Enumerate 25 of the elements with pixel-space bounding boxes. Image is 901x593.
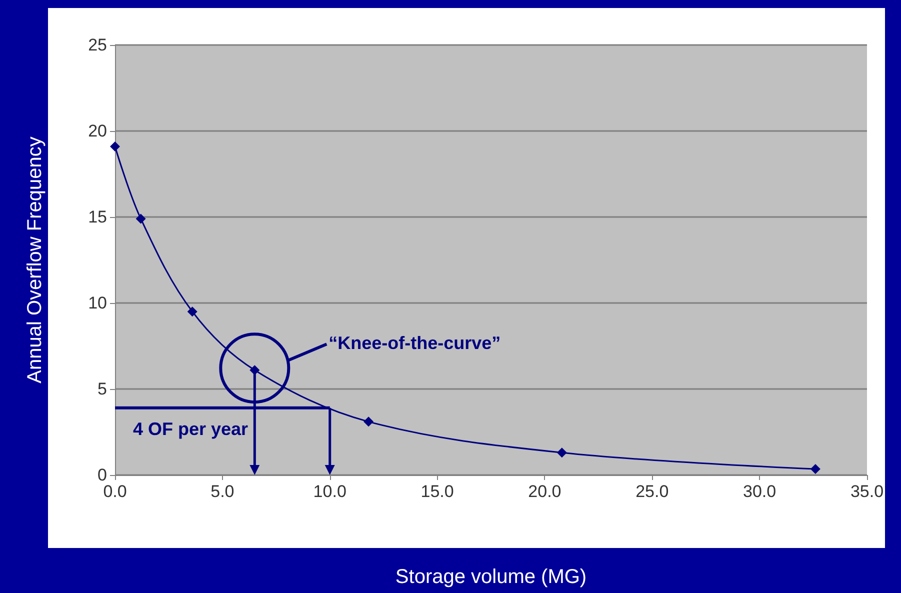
y-tick-label: 10 [88,294,107,312]
x-tick-label: 20.0 [528,482,562,501]
y-tick-label: 0 [98,466,107,484]
point [556,448,567,458]
x-tick-label: 5.0 [210,482,234,501]
x-tick-label: 30.0 [743,482,776,501]
x-tick-label: 0.0 [103,482,127,501]
y-tick-label: 15 [88,208,107,226]
point [110,141,120,152]
y-tick-label: 20 [88,122,107,140]
x-tick-label: 35.0 [850,482,884,501]
y-tick-label: 25 [88,36,107,54]
circle-callout: “Knee-of-the-curve” [219,332,501,404]
x-tick-label: 10.0 [313,482,346,501]
point [136,214,146,224]
annotation: “Knee-of-the-curve” [328,333,501,354]
point [810,464,820,474]
point [364,416,374,427]
annotation: 4 OF per year [133,418,248,439]
y-axis-title: Annual Overflow Frequency [24,136,46,384]
y-tick-label: 5 [98,380,107,398]
x-axis-title: Storage volume (MG) [395,566,587,588]
x-tick-label: 25.0 [636,482,669,501]
point [187,306,198,317]
x-tick-label: 15.0 [420,482,454,501]
